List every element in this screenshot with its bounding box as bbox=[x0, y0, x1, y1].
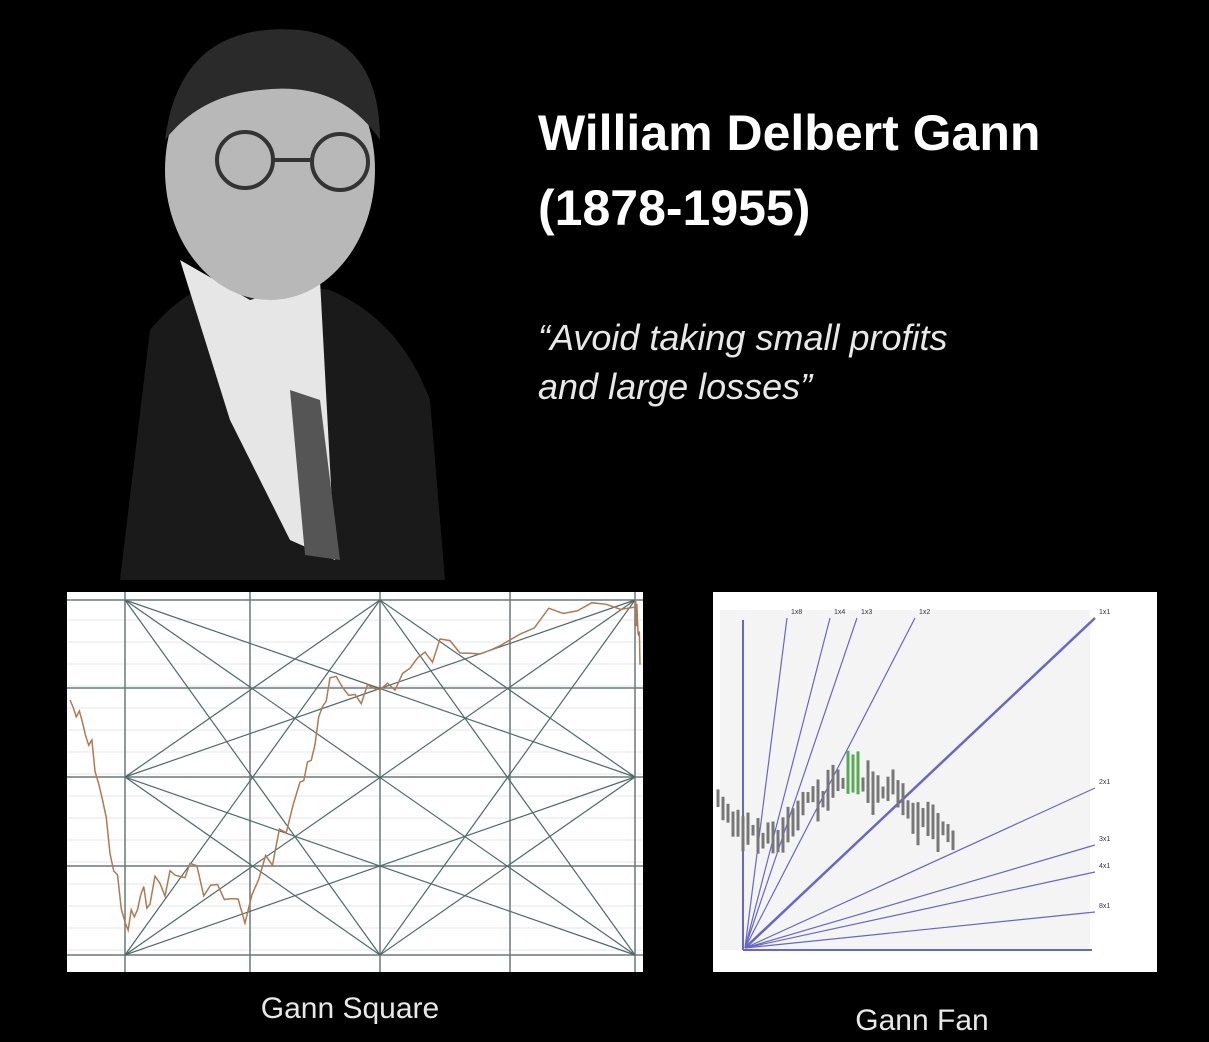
gann-square-panel bbox=[67, 592, 643, 972]
fan-label: 1x4 bbox=[834, 609, 845, 616]
diagonal bbox=[124, 776, 636, 956]
fan-line bbox=[744, 787, 1096, 949]
diagonal bbox=[124, 599, 636, 956]
fan-line bbox=[744, 617, 831, 949]
fan-line bbox=[744, 617, 916, 949]
fan-line bbox=[744, 871, 1096, 949]
fan-label: 4x1 bbox=[1099, 863, 1110, 870]
fan-plot-area bbox=[720, 610, 1090, 950]
title: William Delbert Gann bbox=[538, 105, 1040, 161]
caption: Gann Square bbox=[261, 992, 439, 1025]
caption: Gann Fan bbox=[855, 1004, 988, 1037]
fan-line bbox=[744, 911, 1096, 949]
years: (1878-1955) bbox=[538, 180, 810, 236]
fan-label: 8x1 bbox=[1099, 903, 1110, 910]
fan-label: 1x3 bbox=[861, 609, 872, 616]
diagonal bbox=[124, 599, 636, 778]
fan-line bbox=[744, 617, 788, 949]
quote-line: “Avoid taking small profits bbox=[538, 317, 948, 358]
fan-line bbox=[744, 617, 858, 949]
gann-square bbox=[67, 592, 643, 972]
diagonal bbox=[379, 599, 636, 956]
diagonal bbox=[124, 599, 381, 956]
diagonal bbox=[124, 776, 381, 956]
fan-line bbox=[744, 844, 1096, 949]
diagonal bbox=[379, 599, 636, 778]
gann-fan: 1x8 1x4 1x3 1x2 1x1 2x1 3x1 4x1 8x1 bbox=[716, 609, 1110, 951]
fan-label: 1x1 bbox=[1099, 609, 1110, 616]
quote-line: and large losses” bbox=[538, 366, 814, 407]
portrait bbox=[120, 29, 445, 580]
fan-label: 1x2 bbox=[919, 609, 930, 616]
fan-label: 2x1 bbox=[1099, 779, 1110, 786]
diagonal bbox=[124, 599, 381, 778]
price-line bbox=[69, 599, 641, 934]
diagonal bbox=[379, 776, 636, 956]
fan-label: 1x8 bbox=[791, 609, 802, 616]
fan-label: 3x1 bbox=[1099, 836, 1110, 843]
fan-line bbox=[744, 617, 1096, 949]
